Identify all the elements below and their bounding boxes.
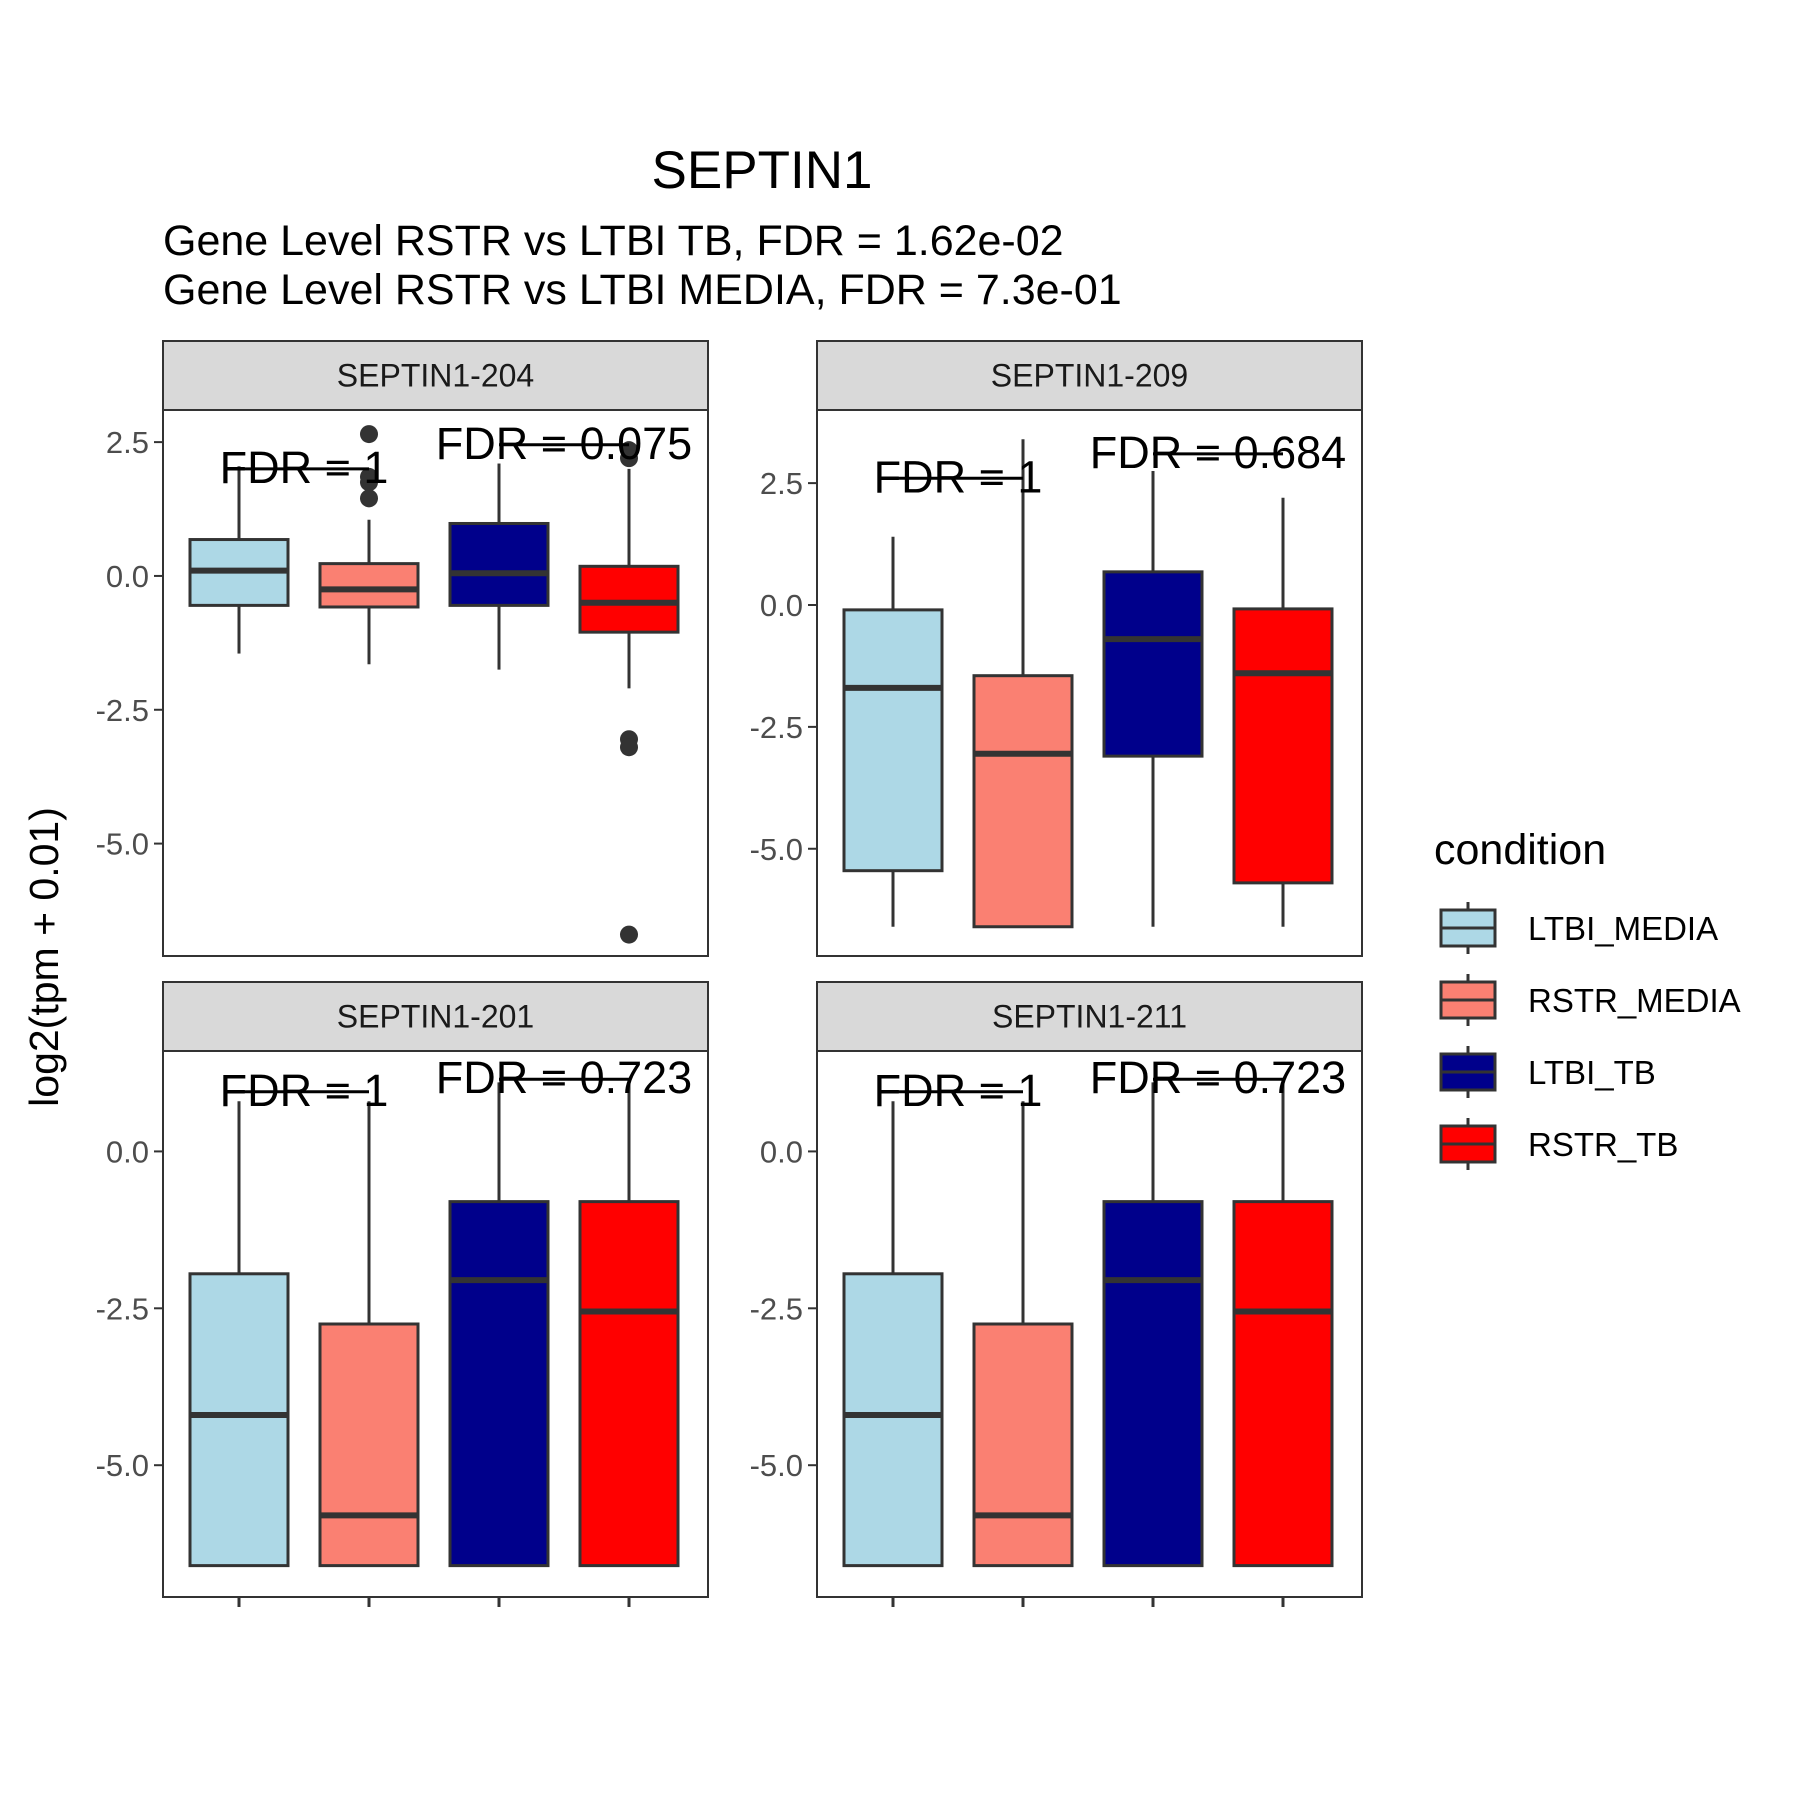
box-body	[318, 1322, 420, 1568]
box-ltbi-tb	[1102, 470, 1204, 927]
facet-strip	[816, 981, 1363, 1052]
box-ltbi-tb	[1102, 1082, 1204, 1568]
legend-item-rstr-tb: RSTR_TB	[1439, 1118, 1678, 1170]
y-tick-label: -5.0	[96, 1448, 149, 1483]
y-tick-label: 2.5	[106, 425, 149, 460]
legend-item-ltbi-media: LTBI_MEDIA	[1439, 902, 1718, 954]
fdr-label: FDR = 1	[874, 451, 1043, 502]
y-tick-label: -2.5	[750, 1291, 803, 1326]
facet-strip-label: SEPTIN1-204	[337, 358, 534, 394]
fdr-label: FDR = 1	[220, 1065, 389, 1116]
outlier-point	[360, 425, 378, 444]
box-ltbi-media	[842, 1101, 944, 1568]
chart-subtitle-line-1: Gene Level RSTR vs LTBI TB, FDR = 1.62e-…	[163, 217, 1064, 265]
box-body	[1232, 607, 1334, 885]
legend-title: condition	[1434, 826, 1606, 874]
box-body	[842, 608, 944, 873]
facet-panel-septin1-204: SEPTIN1-204 2.5 0.0 -2.5 -5.0 FDR = 1 FDR = 0.…	[96, 340, 709, 957]
panel-border	[816, 409, 1363, 957]
box-body	[972, 674, 1074, 929]
box-rstr-media	[318, 425, 420, 665]
facet-strip	[162, 340, 709, 411]
y-tick-label: 0.0	[106, 559, 149, 594]
y-tick-label: -2.5	[96, 693, 149, 728]
fdr-label: FDR = 0.684	[1090, 427, 1346, 478]
legend-label: LTBI_TB	[1528, 1054, 1656, 1091]
facet-strip-label: SEPTIN1-201	[337, 999, 534, 1035]
box-rstr-tb	[578, 1082, 680, 1568]
facet-panel-septin1-201: SEPTIN1-201 0.0 -2.5 -5.0 FDR = 1 FDR = 0.723	[96, 981, 709, 1607]
outlier-point	[360, 489, 378, 508]
y-tick-label: 0.0	[760, 588, 803, 623]
outlier-point	[620, 449, 638, 468]
panel-border	[162, 409, 709, 957]
chart-subtitle-line-2: Gene Level RSTR vs LTBI MEDIA, FDR = 7.3…	[163, 266, 1122, 314]
y-tick-label: 0.0	[760, 1134, 803, 1169]
y-axis-title: log2(tpm + 0.01)	[21, 807, 67, 1107]
box-body	[1232, 1200, 1334, 1568]
facet-strip-label: SEPTIN1-209	[991, 358, 1188, 394]
panel-border	[816, 1050, 1363, 1598]
facet-panel-septin1-211: SEPTIN1-211 0.0 -2.5 -5.0 FDR = 1 FDR = 0.723	[750, 981, 1363, 1607]
box-ltbi-tb	[448, 1082, 550, 1568]
box-rstr-tb	[1232, 497, 1334, 927]
facet-panels: SEPTIN1-204 2.5 0.0 -2.5 -5.0 FDR = 1 FDR = 0.…	[96, 340, 1363, 1607]
y-tick-label: -5.0	[96, 827, 149, 862]
legend-label: LTBI_MEDIA	[1528, 910, 1718, 947]
fdr-label: FDR = 1	[220, 442, 389, 493]
box-rstr-media	[972, 439, 1074, 929]
box-body	[842, 1272, 944, 1568]
box-body	[188, 1272, 290, 1568]
panel-background	[163, 410, 708, 956]
box-body	[1102, 570, 1204, 758]
box-ltbi-tb	[448, 463, 550, 670]
y-tick-label: -5.0	[750, 832, 803, 867]
legend-label: RSTR_TB	[1528, 1126, 1678, 1163]
box-body	[448, 1200, 550, 1568]
outlier-point	[620, 925, 638, 944]
box-body	[448, 521, 550, 607]
box-body	[972, 1322, 1074, 1568]
box-body	[318, 562, 420, 609]
box-rstr-tb	[578, 441, 680, 944]
y-tick-label: -2.5	[750, 710, 803, 745]
fdr-label: FDR = 0.075	[436, 418, 692, 469]
box-ltbi-media	[188, 466, 290, 654]
y-tick-label: -2.5	[96, 1291, 149, 1326]
outlier-point	[620, 738, 638, 757]
box-body	[1102, 1200, 1204, 1568]
legend-label: RSTR_MEDIA	[1528, 982, 1741, 1019]
legend-item-ltbi-tb: LTBI_TB	[1439, 1046, 1656, 1098]
panel-border	[162, 1050, 709, 1598]
facet-strip-label: SEPTIN1-211	[992, 999, 1187, 1035]
box-body	[578, 564, 680, 634]
y-tick-label: 0.0	[106, 1134, 149, 1169]
y-tick-label: -5.0	[750, 1448, 803, 1483]
fdr-label: FDR = 0.723	[436, 1052, 692, 1103]
box-body	[578, 1200, 680, 1568]
box-rstr-tb	[1232, 1082, 1334, 1568]
legend-item-rstr-media: RSTR_MEDIA	[1439, 974, 1741, 1026]
box-ltbi-media	[188, 1101, 290, 1568]
box-rstr-media	[318, 1101, 420, 1568]
box-ltbi-media	[842, 536, 944, 927]
facet-panel-septin1-209: SEPTIN1-209 2.5 0.0 -2.5 -5.0 FDR = 1 FDR = 0.…	[750, 340, 1363, 957]
outlier-point	[360, 473, 378, 492]
box-rstr-media	[972, 1101, 1074, 1568]
y-tick-label: 2.5	[760, 466, 803, 501]
fdr-label: FDR = 1	[874, 1065, 1043, 1116]
legend: condition LTBI_MEDIA RSTR_MEDIA LTBI_TB RSTR…	[1434, 826, 1741, 1170]
fdr-label: FDR = 0.723	[1090, 1052, 1346, 1103]
facet-strip	[162, 981, 709, 1052]
chart-title: SEPTIN1	[652, 141, 873, 200]
facet-strip	[816, 340, 1363, 411]
